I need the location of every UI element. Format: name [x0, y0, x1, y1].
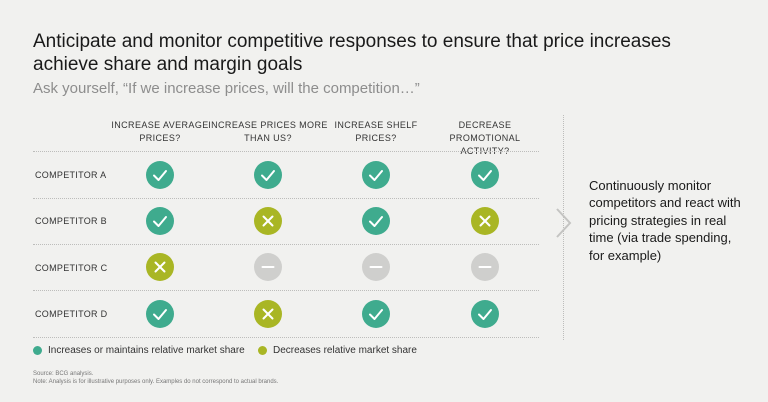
chevron-right-icon: [556, 208, 572, 238]
checkmark-icon: [146, 161, 174, 189]
checkmark-icon: [362, 161, 390, 189]
legend-label: Decreases relative market share: [273, 345, 417, 356]
source-note: Source: BCG analysis. Note: Analysis is …: [33, 370, 278, 386]
vertical-divider: [563, 115, 564, 340]
legend-dot-green: [33, 346, 42, 355]
checkmark-icon: [254, 161, 282, 189]
row-label-competitor-d: COMPETITOR D: [35, 309, 108, 319]
page-title: Anticipate and monitor competitive respo…: [33, 31, 671, 75]
column-header-increase-shelf-prices: INCREASE SHELF PRICES?: [334, 120, 418, 143]
checkmark-icon: [471, 300, 499, 328]
subtitle: Ask yourself, “If we increase prices, wi…: [33, 80, 420, 97]
checkmark-icon: [146, 207, 174, 235]
divider: [33, 290, 539, 291]
divider: [33, 151, 539, 152]
legend-item-increases: Increases or maintains relative market s…: [33, 345, 245, 356]
checkmark-icon: [471, 161, 499, 189]
dash-icon: [471, 253, 499, 281]
column-header-increase-average-prices: INCREASE AVERAGE PRICES?: [111, 120, 209, 143]
row-label-competitor-a: COMPETITOR A: [35, 170, 107, 180]
divider: [33, 337, 539, 338]
legend-item-decreases: Decreases relative market share: [258, 345, 417, 356]
source-text: Source: BCG analysis.: [33, 371, 94, 377]
legend-label: Increases or maintains relative market s…: [48, 345, 245, 356]
legend-dot-olive: [258, 346, 267, 355]
row-label-competitor-b: COMPETITOR B: [35, 216, 107, 226]
side-note: Continuously monitor competitors and rea…: [589, 178, 741, 263]
cross-icon: [146, 253, 174, 281]
cross-icon: [254, 300, 282, 328]
dash-icon: [362, 253, 390, 281]
column-header-increase-prices-more: INCREASE PRICES MORE THAN US?: [208, 120, 328, 143]
row-label-competitor-c: COMPETITOR C: [35, 263, 108, 273]
checkmark-icon: [146, 300, 174, 328]
note-text: Note: Analysis is for illustrative purpo…: [33, 379, 279, 385]
cross-icon: [254, 207, 282, 235]
dash-icon: [254, 253, 282, 281]
checkmark-icon: [362, 207, 390, 235]
column-header-decrease-promotional: DECREASE PROMOTIONAL ACTIVITY?: [449, 120, 521, 156]
checkmark-icon: [362, 300, 390, 328]
divider: [33, 198, 539, 199]
divider: [33, 244, 539, 245]
cross-icon: [471, 207, 499, 235]
